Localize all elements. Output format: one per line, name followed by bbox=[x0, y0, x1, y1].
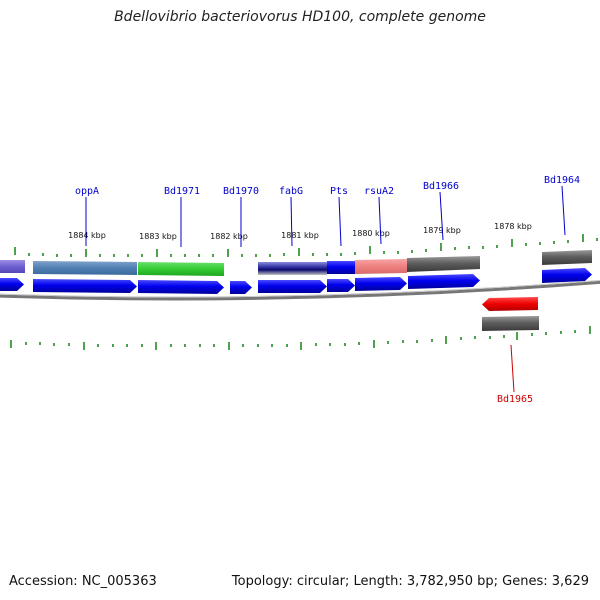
gene-label-Bd1964[interactable]: Bd1964 bbox=[544, 175, 580, 186]
accession-text: Accession: NC_005363 bbox=[9, 574, 157, 589]
gene-label-rsuA2[interactable]: rsuA2 bbox=[364, 186, 394, 197]
leader-rsuA2 bbox=[378, 196, 382, 245]
feature-block-Bd1965[interactable] bbox=[482, 316, 539, 331]
cds-arrow-Pts[interactable] bbox=[327, 279, 355, 292]
feature-block-fabG[interactable] bbox=[258, 262, 327, 275]
cds-arrow-Bd1965[interactable] bbox=[482, 297, 538, 311]
gene-labels: oppA Bd1971 Bd1970 fabG Pts rsuA2 Bd1966… bbox=[75, 175, 580, 405]
label-leaders bbox=[85, 185, 566, 393]
gene-label-Bd1965[interactable]: Bd1965 bbox=[497, 394, 533, 405]
cds-arrow-fabG[interactable] bbox=[258, 280, 327, 293]
tick-ring-inner bbox=[10, 326, 591, 350]
feature-block-rsuA2[interactable] bbox=[355, 259, 407, 274]
gene-label-Pts[interactable]: Pts bbox=[330, 186, 348, 197]
kbp-label: 1881 kbp bbox=[281, 231, 319, 240]
cds-arrow-Bd1970[interactable] bbox=[230, 281, 252, 294]
leader-Bd1964 bbox=[561, 185, 566, 236]
leader-fabG bbox=[290, 196, 293, 247]
leader-Pts bbox=[338, 196, 342, 247]
feature-block[interactable] bbox=[0, 260, 25, 273]
topology-text: Topology: circular; Length: 3,782,950 bp… bbox=[231, 574, 589, 589]
leader-Bd1966 bbox=[439, 191, 444, 241]
gene-label-Bd1971[interactable]: Bd1971 bbox=[164, 186, 200, 197]
cds-arrow-oppA[interactable] bbox=[33, 279, 137, 293]
genome-backbone-highlight bbox=[0, 279, 600, 298]
genome-backbone bbox=[0, 280, 600, 301]
feature-track-outer bbox=[0, 250, 592, 276]
cds-arrow-Bd1966[interactable] bbox=[408, 274, 480, 289]
kbp-label: 1878 kbp bbox=[494, 222, 532, 231]
tick-ring-outer bbox=[14, 234, 598, 257]
feature-block-Bd1966[interactable] bbox=[407, 256, 480, 272]
kbp-label: 1882 kbp bbox=[210, 232, 248, 241]
cds-arrow-Bd1964[interactable] bbox=[542, 268, 592, 283]
kbp-labels: 1884 kbp 1883 kbp 1882 kbp 1881 kbp 1880… bbox=[68, 222, 532, 241]
kbp-label: 1880 kbp bbox=[352, 229, 390, 238]
gene-label-Bd1966[interactable]: Bd1966 bbox=[423, 181, 459, 192]
cds-arrow[interactable] bbox=[0, 278, 24, 291]
cds-track-forward bbox=[0, 268, 592, 294]
gene-label-fabG[interactable]: fabG bbox=[279, 186, 303, 197]
cds-arrow-Bd1971[interactable] bbox=[138, 280, 224, 294]
gene-label-oppA[interactable]: oppA bbox=[75, 186, 99, 197]
feature-block-Bd1971[interactable] bbox=[138, 262, 224, 276]
feature-block-oppA[interactable] bbox=[33, 261, 137, 275]
cds-arrow-rsuA2[interactable] bbox=[355, 277, 407, 291]
feature-block-Bd1964[interactable] bbox=[542, 250, 592, 265]
feature-block-Pts[interactable] bbox=[327, 261, 355, 274]
map-title: Bdellovibrio bacteriovorus HD100, comple… bbox=[114, 9, 486, 25]
gene-label-Bd1970[interactable]: Bd1970 bbox=[223, 186, 259, 197]
cds-track-reverse bbox=[482, 297, 539, 331]
leader-Bd1965 bbox=[510, 344, 515, 393]
kbp-label: 1884 kbp bbox=[68, 231, 106, 240]
kbp-label: 1883 kbp bbox=[139, 232, 177, 241]
